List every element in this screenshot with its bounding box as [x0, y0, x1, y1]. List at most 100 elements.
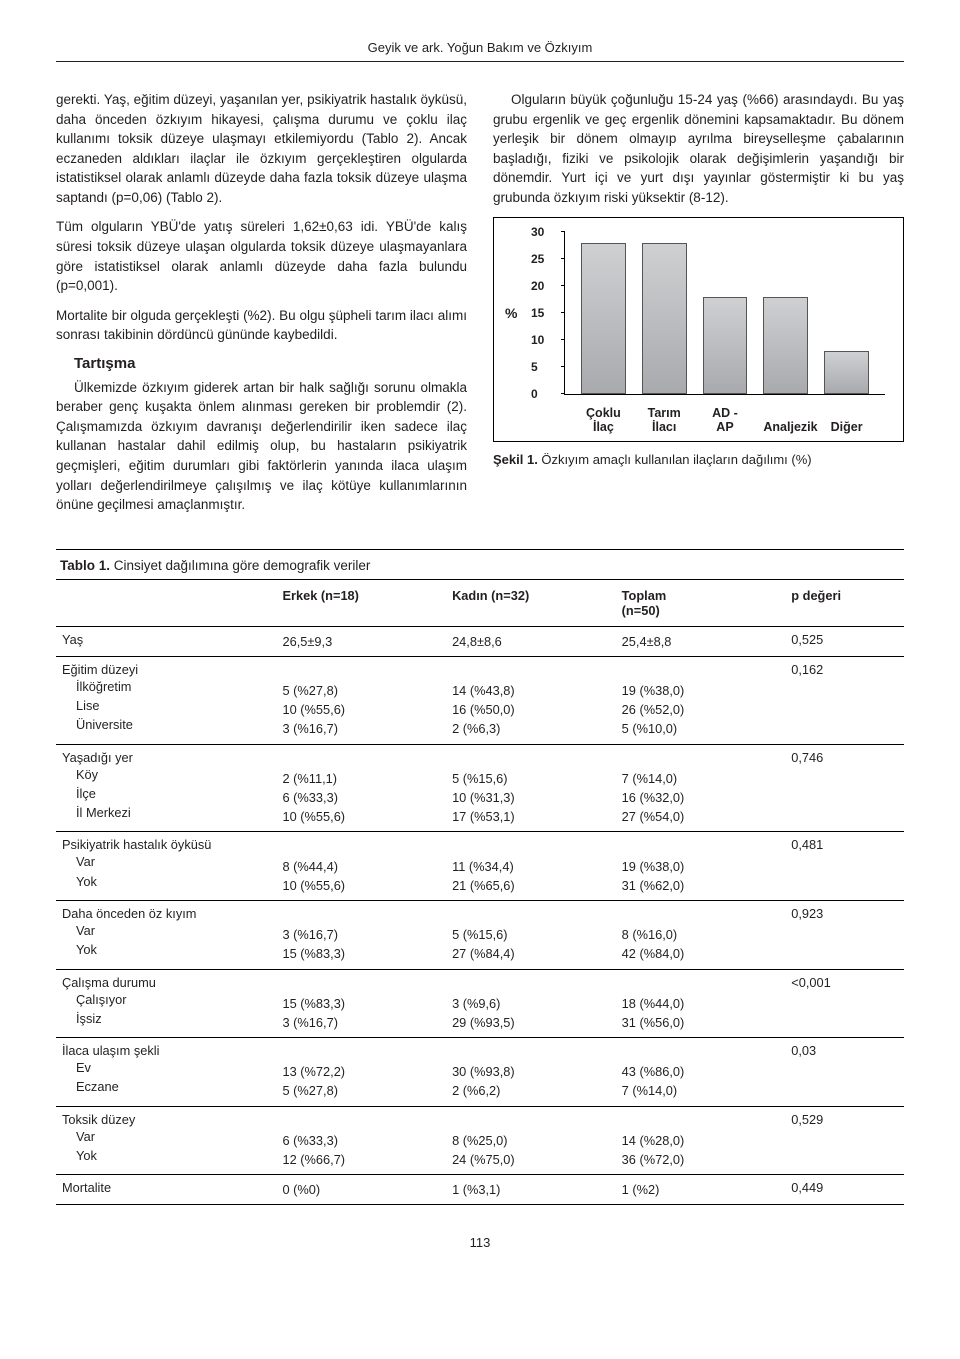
table-cell: 24,8±8,6 [446, 626, 616, 656]
table-cell: 5 (%15,6)27 (%84,4) [446, 900, 616, 969]
chart-y-axis-label: % [505, 305, 517, 321]
table-row-label: Daha önceden öz kıyımVarYok [56, 900, 276, 969]
table-row: Daha önceden öz kıyımVarYok 3 (%16,7)15 … [56, 900, 904, 969]
table-row: Eğitim düzeyiİlköğretimLiseÜniversite 5 … [56, 656, 904, 744]
running-head: Geyik ve ark. Yoğun Bakım ve Özkıyım [56, 40, 904, 55]
table-cell-p: 0,162 [785, 656, 904, 744]
table-cell: 7 (%14,0)16 (%32,0)27 (%54,0) [616, 744, 786, 832]
chart-x-label: AD - AP [703, 406, 748, 435]
table-cell: 14 (%43,8)16 (%50,0)2 (%6,3) [446, 656, 616, 744]
table-cell-p: 0,923 [785, 900, 904, 969]
table-col-header: Toplam(n=50) [616, 580, 786, 627]
table-cell: 8 (%16,0)42 (%84,0) [616, 900, 786, 969]
table-col-header: p değeri [785, 580, 904, 627]
chart-bar [642, 243, 687, 394]
chart-ytick-mark [561, 312, 565, 313]
table-cell: 3 (%16,7)15 (%83,3) [276, 900, 446, 969]
table-cell: 8 (%44,4)10 (%55,6) [276, 832, 446, 901]
table-cell: 5 (%15,6)10 (%31,3)17 (%53,1) [446, 744, 616, 832]
table-row-label: Mortalite [56, 1175, 276, 1205]
table-cell: 6 (%33,3)12 (%66,7) [276, 1106, 446, 1175]
header-rule [56, 61, 904, 62]
table-title-bold: Tablo 1. [60, 558, 110, 573]
table-row: İlaca ulaşım şekliEvEczane 13 (%72,2)5 (… [56, 1038, 904, 1107]
heading-tartisma: Tartışma [74, 355, 467, 372]
table-cell: 11 (%34,4)21 (%65,6) [446, 832, 616, 901]
table-col-header: Erkek (n=18) [276, 580, 446, 627]
table-title-rest: Cinsiyet dağılımına göre demografik veri… [110, 558, 370, 573]
table-head: Erkek (n=18)Kadın (n=32)Toplam(n=50)p de… [56, 580, 904, 627]
chart-ytick: 20 [531, 279, 544, 293]
table-body: Yaş26,5±9,324,8±8,625,4±8,80,525Eğitim d… [56, 626, 904, 1204]
table-row-label: Yaşadığı yerKöyİlçeİl Merkezi [56, 744, 276, 832]
figure-caption-text: Özkıyım amaçlı kullanılan ilaçların dağı… [538, 452, 812, 467]
table-cell: 5 (%27,8)10 (%55,6)3 (%16,7) [276, 656, 446, 744]
chart-ytick-mark [561, 258, 565, 259]
chart-ytick-mark [561, 393, 565, 394]
table-1-title: Tablo 1. Cinsiyet dağılımına göre demogr… [56, 550, 904, 580]
table-row-label: Eğitim düzeyiİlköğretimLiseÜniversite [56, 656, 276, 744]
table-row: Psikiyatrik hastalık öyküsüVarYok 8 (%44… [56, 832, 904, 901]
para-left-2: Tüm olguların YBÜ'de yatış süreleri 1,62… [56, 217, 467, 295]
page-number: 113 [56, 1235, 904, 1250]
table-cell: 2 (%11,1)6 (%33,3)10 (%55,6) [276, 744, 446, 832]
chart-ytick: 10 [531, 333, 544, 347]
two-column-layout: gerekti. Yaş, eğitim düzeyi, yaşanılan y… [56, 90, 904, 525]
table-cell: 14 (%28,0)36 (%72,0) [616, 1106, 786, 1175]
para-left-1: gerekti. Yaş, eğitim düzeyi, yaşanılan y… [56, 90, 467, 207]
chart-bar [703, 297, 748, 394]
table-cell-p: 0,03 [785, 1038, 904, 1107]
chart-x-label: Analjezik [763, 420, 808, 434]
table-cell: 25,4±8,8 [616, 626, 786, 656]
left-column: gerekti. Yaş, eğitim düzeyi, yaşanılan y… [56, 90, 467, 525]
chart-ytick: 25 [531, 252, 544, 266]
chart-plot-area: % 051015202530ÇokluİlaçTarımİlacıAD - AP… [564, 232, 885, 395]
table-cell: 13 (%72,2)5 (%27,8) [276, 1038, 446, 1107]
table-row: Çalışma durumuÇalışıyorİşsiz 15 (%83,3)3… [56, 969, 904, 1038]
figure-1-caption: Şekil 1. Özkıyım amaçlı kullanılan ilaçl… [493, 452, 904, 467]
table-row-label: Yaş [56, 626, 276, 656]
figure-caption-bold: Şekil 1. [493, 452, 538, 467]
table-cell: 19 (%38,0)26 (%52,0)5 (%10,0) [616, 656, 786, 744]
chart-figure-1: % 051015202530ÇokluİlaçTarımİlacıAD - AP… [493, 217, 904, 442]
table-cell: 3 (%9,6)29 (%93,5) [446, 969, 616, 1038]
table-cell-p: 0,746 [785, 744, 904, 832]
table-row-label: Psikiyatrik hastalık öyküsüVarYok [56, 832, 276, 901]
table-cell: 1 (%3,1) [446, 1175, 616, 1205]
table-col-header: Kadın (n=32) [446, 580, 616, 627]
table-cell: 0 (%0) [276, 1175, 446, 1205]
table-cell: 19 (%38,0)31 (%62,0) [616, 832, 786, 901]
para-right-1: Olguların büyük çoğunluğu 15-24 yaş (%66… [493, 90, 904, 207]
table-row: Yaş26,5±9,324,8±8,625,4±8,80,525 [56, 626, 904, 656]
table-cell: 18 (%44,0)31 (%56,0) [616, 969, 786, 1038]
chart-ytick: 15 [531, 306, 544, 320]
table-cell-p: 0,481 [785, 832, 904, 901]
chart-bar [763, 297, 808, 394]
table-cell: 1 (%2) [616, 1175, 786, 1205]
table-col-header [56, 580, 276, 627]
table-row-label: İlaca ulaşım şekliEvEczane [56, 1038, 276, 1107]
table-header-row: Erkek (n=18)Kadın (n=32)Toplam(n=50)p de… [56, 580, 904, 627]
chart-ytick-mark [561, 366, 565, 367]
table-cell-p: <0,001 [785, 969, 904, 1038]
chart-ytick-mark [561, 231, 565, 232]
chart-ytick: 5 [531, 360, 538, 374]
table-row: Yaşadığı yerKöyİlçeİl Merkezi 2 (%11,1)6… [56, 744, 904, 832]
table-1-wrap: Tablo 1. Cinsiyet dağılımına göre demogr… [56, 549, 904, 1206]
table-cell: 43 (%86,0)7 (%14,0) [616, 1038, 786, 1107]
table-cell-p: 0,529 [785, 1106, 904, 1175]
table-row: Mortalite0 (%0)1 (%3,1)1 (%2)0,449 [56, 1175, 904, 1205]
chart-ytick-mark [561, 339, 565, 340]
table-cell: 26,5±9,3 [276, 626, 446, 656]
chart-ytick-mark [561, 285, 565, 286]
table-cell: 15 (%83,3)3 (%16,7) [276, 969, 446, 1038]
table-row-label: Çalışma durumuÇalışıyorİşsiz [56, 969, 276, 1038]
chart-x-label: Çokluİlaç [581, 406, 626, 435]
para-left-3: Mortalite bir olguda gerçekleşti (%2). B… [56, 306, 467, 345]
table-cell-p: 0,449 [785, 1175, 904, 1205]
para-left-4: Ülkemizde özkıyım giderek artan bir halk… [56, 378, 467, 515]
chart-x-label: Tarımİlacı [642, 406, 687, 435]
chart-ytick: 0 [531, 387, 538, 401]
table-row-label: Toksik düzeyVarYok [56, 1106, 276, 1175]
table-cell: 30 (%93,8)2 (%6,2) [446, 1038, 616, 1107]
